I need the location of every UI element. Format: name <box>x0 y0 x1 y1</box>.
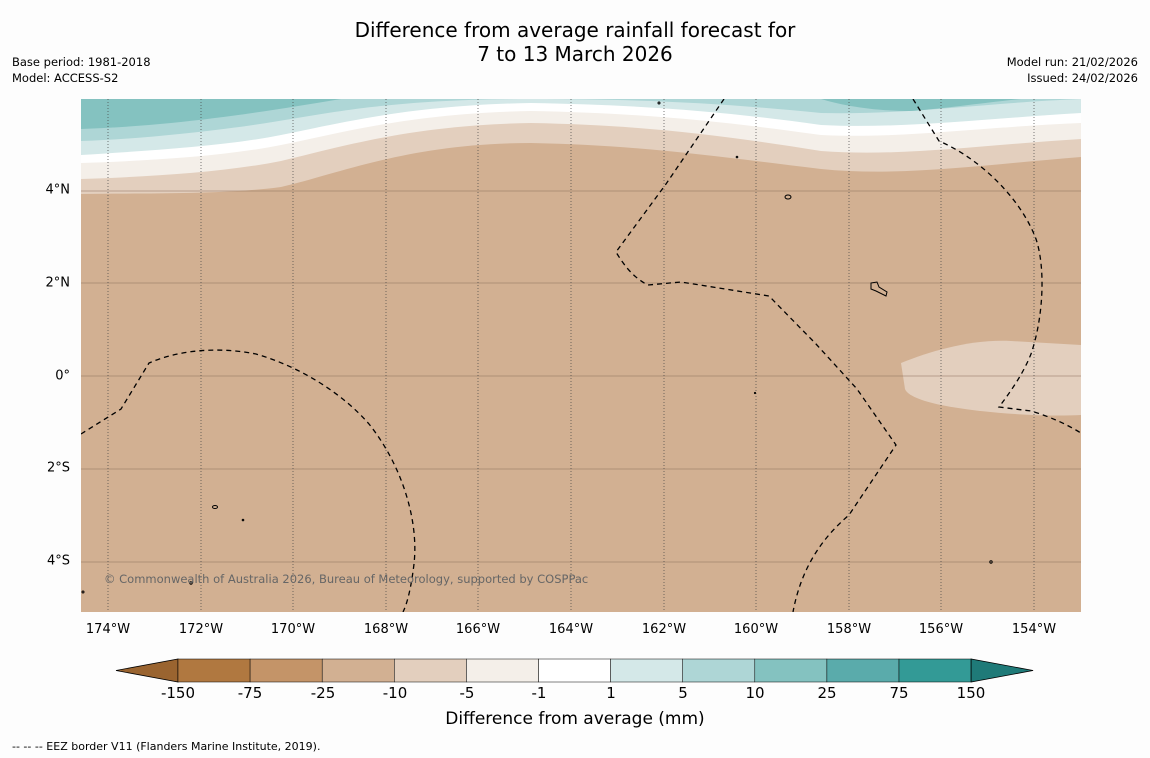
eez-border-kiribati-line-east <box>912 99 1081 434</box>
lon-label-166w: 166°W <box>455 622 501 637</box>
island <box>735 155 739 159</box>
colorbar-segment <box>177 658 251 683</box>
colorbar-extend-low <box>115 658 179 683</box>
island <box>753 391 757 395</box>
lon-label-158w: 158°W <box>826 622 872 637</box>
colorbar-tick: -5 <box>459 684 475 702</box>
band-plus25 <box>81 99 341 129</box>
lat-label-0: 0° <box>55 368 70 384</box>
lon-label-174w: 174°W <box>85 622 131 637</box>
colorbar-segment <box>394 658 467 683</box>
island <box>189 581 193 585</box>
colorbar-segment <box>682 658 756 683</box>
rainfall-map <box>81 99 1081 612</box>
colorbar-tick: 5 <box>678 684 688 702</box>
colorbar-segment <box>321 658 395 683</box>
colorbar-tick: -1 <box>531 684 547 702</box>
lat-label-4s: 4°S <box>46 553 70 569</box>
lon-label-160w: 160°W <box>733 622 779 637</box>
colorbar-segment <box>898 658 972 683</box>
map-title: Difference from average rainfall forecas… <box>0 18 1150 66</box>
band-plus10 <box>81 99 1081 141</box>
lon-label-168w: 168°W <box>363 622 409 637</box>
colorbar-tick: 150 <box>956 684 986 702</box>
island <box>657 101 661 105</box>
colorbar-segment <box>466 658 539 683</box>
colorbar <box>115 658 1034 683</box>
lat-label-2n: 2°N <box>45 275 71 291</box>
lat-label-4n: 4°N <box>45 182 71 198</box>
colorbar-tick: 75 <box>889 684 909 702</box>
title-line-1: Difference from average rainfall forecas… <box>354 18 796 42</box>
colorbar-label: Difference from average (mm) <box>445 709 705 729</box>
colorbar-segment <box>754 658 828 683</box>
model-name: Model: ACCESS-S2 <box>12 71 119 85</box>
island <box>241 518 245 522</box>
model-run: Model run: 21/02/2026 <box>1006 55 1138 69</box>
colorbar-segment <box>249 658 323 683</box>
copyright-notice: © Commonwealth of Australia 2026, Bureau… <box>104 572 589 586</box>
island <box>212 505 218 509</box>
colorbar-segment <box>538 658 611 683</box>
colorbar-tick: 25 <box>817 684 837 702</box>
lon-label-162w: 162°W <box>641 622 687 637</box>
lon-label-172w: 172°W <box>178 622 224 637</box>
lon-label-154w: 154°W <box>1011 622 1057 637</box>
eez-border-kiribati-phoenix <box>81 349 416 612</box>
colorbar-extend-high <box>970 658 1034 683</box>
eez-footnote: -- -- -- EEZ border V11 (Flanders Marine… <box>12 740 321 753</box>
eez-borders <box>81 99 1081 612</box>
islands <box>81 101 993 594</box>
equatorial-minus10-patch <box>901 340 1081 416</box>
island <box>784 194 792 200</box>
band-plus25-east <box>821 99 1021 111</box>
colorbar-tick: 1 <box>606 684 616 702</box>
issued-date: Issued: 24/02/2026 <box>1027 71 1138 85</box>
colorbar-tick: -75 <box>237 684 263 702</box>
latitude-gridlines <box>81 190 1081 563</box>
colorbar-segment <box>826 658 900 683</box>
eez-border-kiribati-line-west <box>615 99 897 612</box>
island <box>989 560 993 564</box>
lon-label-170w: 170°W <box>270 622 316 637</box>
lat-label-2s: 2°S <box>46 460 70 476</box>
colorbar-tick: -150 <box>160 684 196 702</box>
island <box>81 590 85 594</box>
title-line-2: 7 to 13 March 2026 <box>477 42 673 66</box>
colorbar-tick: -25 <box>310 684 336 702</box>
base-period: Base period: 1981-2018 <box>12 55 151 69</box>
lon-label-156w: 156°W <box>918 622 964 637</box>
lon-label-164w: 164°W <box>548 622 594 637</box>
colorbar-tick: -10 <box>382 684 408 702</box>
meta-right: Model run: 21/02/2026 Issued: 24/02/2026 <box>1007 54 1138 86</box>
island-kiritimati <box>870 281 888 297</box>
meta-left: Base period: 1981-2018 Model: ACCESS-S2 <box>12 54 151 86</box>
colorbar-tick: 10 <box>745 684 765 702</box>
colorbar-segment <box>610 658 683 683</box>
